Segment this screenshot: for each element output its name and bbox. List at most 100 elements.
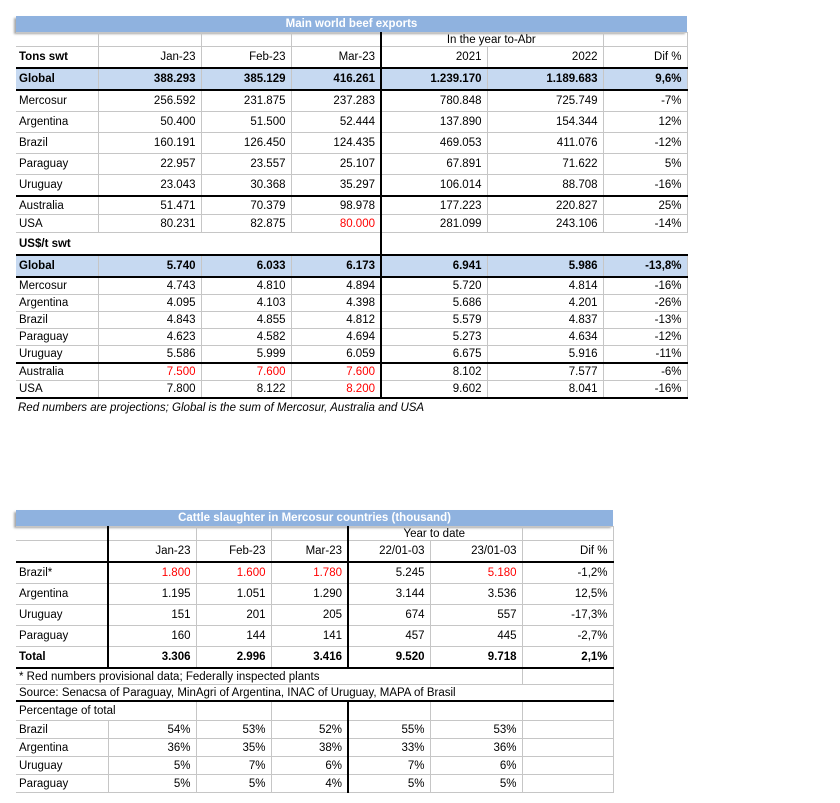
row-label: Paraguay bbox=[16, 625, 109, 647]
spacer-cell bbox=[16, 540, 109, 563]
spacer-cell bbox=[347, 700, 431, 721]
header-cell: Mar-23 bbox=[270, 540, 349, 563]
section-label: Percentage of total bbox=[16, 700, 197, 721]
value-cell: 5.740 bbox=[97, 254, 202, 278]
table-row: Paraguay 22.957 23.557 25.107 67.891 71.… bbox=[16, 153, 688, 175]
row-label: Argentina bbox=[16, 111, 99, 133]
value-cell: 5% bbox=[107, 774, 197, 793]
value-cell-provisional: 1.780 bbox=[270, 561, 349, 584]
value-cell: -14% bbox=[602, 214, 688, 233]
row-label: Uruguay bbox=[16, 345, 99, 364]
value-cell: 160.191 bbox=[97, 132, 202, 154]
value-cell-provisional: 1.800 bbox=[107, 561, 197, 584]
value-cell: 469.053 bbox=[380, 132, 488, 154]
value-cell: -11% bbox=[602, 345, 688, 364]
table-row: Mercosur 256.592 231.875 237.283 780.848… bbox=[16, 89, 688, 112]
spacer-cell bbox=[195, 526, 272, 541]
value-cell: -17,3% bbox=[521, 604, 614, 626]
row-label: Paraguay bbox=[16, 153, 99, 175]
value-cell: 98.978 bbox=[290, 195, 382, 215]
spacer-cell bbox=[521, 700, 614, 721]
value-cell: 106.014 bbox=[380, 174, 488, 197]
value-cell: -6% bbox=[602, 362, 688, 381]
row-label: Global bbox=[16, 254, 99, 278]
header-cell: Jan-23 bbox=[97, 46, 202, 69]
table-row: In the year to-Abr bbox=[16, 32, 688, 47]
value-cell: 54% bbox=[107, 720, 197, 739]
spacer-cell bbox=[291, 232, 382, 255]
cattle-slaughter-title-banner: Cattle slaughter in Mercosur countries (… bbox=[16, 510, 613, 526]
value-cell: 4.634 bbox=[486, 328, 604, 346]
row-label: USA bbox=[16, 214, 99, 233]
table-row: Brazil* 1.800 1.600 1.780 5.245 5.180 -1… bbox=[16, 561, 614, 584]
spacer-cell bbox=[602, 32, 688, 47]
value-cell: 388.293 bbox=[97, 67, 202, 91]
value-cell: 36% bbox=[429, 738, 523, 757]
row-label: Australia bbox=[16, 362, 99, 381]
value-cell: 35% bbox=[195, 738, 272, 757]
value-cell: 51.471 bbox=[97, 195, 202, 215]
value-cell: 51.500 bbox=[200, 111, 292, 133]
value-cell bbox=[521, 774, 614, 793]
value-cell: 25% bbox=[602, 195, 688, 215]
value-cell: 71.622 bbox=[486, 153, 604, 175]
value-cell: 33% bbox=[347, 738, 431, 757]
spacer-cell bbox=[16, 526, 109, 541]
spacer-cell bbox=[487, 232, 604, 255]
value-cell: 4.843 bbox=[97, 311, 202, 329]
value-cell: -7% bbox=[602, 89, 688, 112]
value-cell: 674 bbox=[347, 604, 431, 626]
value-cell: 5.999 bbox=[200, 345, 292, 364]
header-cell: Feb-23 bbox=[200, 46, 292, 69]
year-span-header: Year to date bbox=[347, 526, 523, 541]
value-cell bbox=[521, 738, 614, 757]
spacer-cell bbox=[521, 667, 614, 685]
value-cell: 8.041 bbox=[486, 380, 604, 399]
value-cell: -12% bbox=[602, 328, 688, 346]
table-row: Argentina 36% 35% 38% 33% 36% bbox=[16, 738, 614, 757]
value-cell-projection: 80.000 bbox=[290, 214, 382, 233]
header-cell: Feb-23 bbox=[195, 540, 272, 563]
value-cell: 22.957 bbox=[97, 153, 202, 175]
value-cell: 4.623 bbox=[97, 328, 202, 346]
beef-exports-footnote: Red numbers are projections; Global is t… bbox=[18, 402, 425, 414]
table-row: Mercosur 4.743 4.810 4.894 5.720 4.814 -… bbox=[16, 276, 688, 295]
value-cell: 36% bbox=[107, 738, 197, 757]
spacer-cell bbox=[16, 32, 99, 47]
value-cell: 457 bbox=[347, 625, 431, 647]
value-cell: 6% bbox=[429, 756, 523, 775]
value-cell: 416.261 bbox=[290, 67, 382, 91]
value-cell: 177.223 bbox=[380, 195, 488, 215]
row-label: Uruguay bbox=[16, 174, 99, 197]
table-row: US$/t swt bbox=[16, 232, 688, 255]
header-cell: 22/01-03 bbox=[347, 540, 431, 563]
value-cell: 281.099 bbox=[380, 214, 488, 233]
value-cell: 82.875 bbox=[200, 214, 292, 233]
value-cell: 4.743 bbox=[97, 276, 202, 295]
row-label: Brazil bbox=[16, 311, 99, 329]
value-cell: 5.686 bbox=[380, 294, 488, 312]
value-cell: 137.890 bbox=[380, 111, 488, 133]
table-row: Global 5.740 6.033 6.173 6.941 5.986 -13… bbox=[16, 254, 688, 278]
value-cell: 30.368 bbox=[200, 174, 292, 197]
value-cell: -1,2% bbox=[521, 561, 614, 584]
table-row: Argentina 50.400 51.500 52.444 137.890 1… bbox=[16, 111, 688, 133]
value-cell: -13,8% bbox=[602, 254, 688, 278]
value-cell: 9,6% bbox=[602, 67, 688, 91]
value-cell: 5% bbox=[429, 774, 523, 793]
spacer-cell bbox=[270, 700, 349, 721]
value-cell bbox=[521, 720, 614, 739]
header-cell: Dif % bbox=[602, 46, 688, 69]
value-cell: 141 bbox=[270, 625, 349, 647]
value-cell: 6.941 bbox=[380, 254, 488, 278]
value-cell: 5.273 bbox=[380, 328, 488, 346]
value-cell: 67.891 bbox=[380, 153, 488, 175]
value-cell: 4.894 bbox=[290, 276, 382, 295]
row-label: USA bbox=[16, 380, 99, 399]
value-cell-projection: 7.600 bbox=[290, 362, 382, 381]
value-cell: 6.675 bbox=[380, 345, 488, 364]
value-cell: 1.195 bbox=[107, 583, 197, 605]
row-label: Mercosur bbox=[16, 276, 99, 295]
table-row: Uruguay 5.586 5.999 6.059 6.675 5.916 -1… bbox=[16, 345, 688, 364]
header-cell: Jan-23 bbox=[107, 540, 197, 563]
